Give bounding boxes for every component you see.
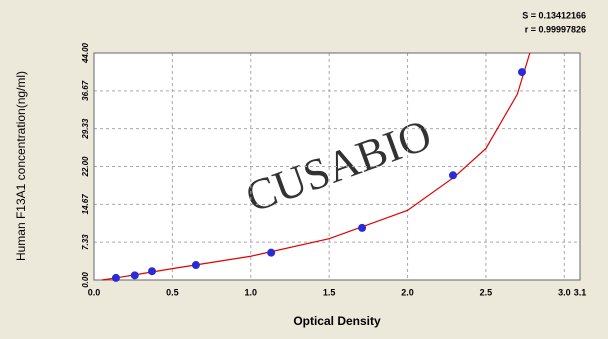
y-tick-label: 22.00	[81, 156, 90, 178]
data-point	[449, 171, 458, 180]
x-tick-label: 0.5	[166, 287, 179, 297]
y-tick-label: 44.00	[81, 42, 90, 64]
y-tick-label: 29.33	[81, 118, 90, 140]
plot-border	[93, 52, 581, 281]
stat-r: r = 0.99997826	[525, 24, 586, 34]
data-point	[148, 267, 157, 276]
y-tick-label: 0.00	[81, 272, 90, 288]
data-point	[111, 273, 120, 282]
x-tick-label: 2.5	[480, 287, 493, 297]
data-point	[130, 271, 139, 280]
x-tick-label: 3.1	[574, 287, 587, 297]
y-tick-label: 36.67	[81, 80, 90, 101]
x-axis-title: Optical Density	[293, 314, 381, 328]
data-point	[517, 68, 526, 77]
stat-s: S = 0.13412166	[522, 10, 586, 20]
x-tick-label: 3.0	[558, 287, 571, 297]
x-tick-label: 0.0	[88, 287, 101, 297]
data-point	[191, 261, 200, 270]
x-tick-label: 1.5	[323, 287, 336, 297]
y-tick-label: 14.67	[81, 194, 90, 215]
data-point	[267, 248, 276, 257]
fit-curve	[101, 52, 531, 281]
x-tick-label: 1.0	[245, 287, 258, 297]
x-tick-label: 2.0	[401, 287, 414, 297]
y-tick-label: 7.33	[81, 234, 90, 250]
y-axis-title: Human F13A1 concentration(ng/ml)	[14, 71, 28, 261]
data-point	[358, 223, 367, 232]
